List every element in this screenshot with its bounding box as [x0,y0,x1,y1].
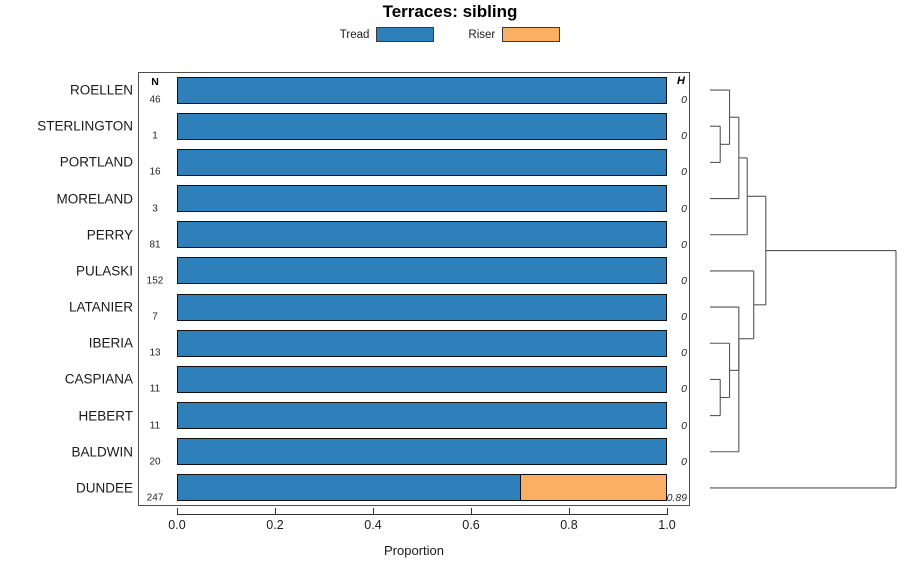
h-value: 0 [681,202,687,215]
n-value: 247 [146,492,164,504]
category-axis-labels: ROELLEN STERLINGTON PORTLAND MORELAND PERRY P… [0,72,133,506]
n-column: N 46 1 16 3 81 152 7 13 11 11 20 247 [141,72,169,506]
h-value: 0 [681,311,687,324]
n-value: 152 [146,275,164,287]
x-axis-tick [177,508,179,515]
x-axis-tick-label: 0.2 [266,518,284,532]
x-axis-tick [569,508,571,515]
n-value: 1 [152,130,158,142]
category-label: CASPIANA [64,371,133,387]
x-axis-tick [373,508,375,515]
legend-label-riser: Riser [468,28,496,41]
x-axis-title: Proportion [384,543,444,558]
n-column-header: N [151,76,159,88]
category-label: LATANIER [68,299,133,315]
x-axis-tick-label: 1.0 [658,518,676,532]
category-label: PORTLAND [59,154,133,170]
category-label: DUNDEE [75,480,133,496]
h-value: 0 [681,238,687,251]
category-label: MORELAND [56,191,133,207]
legend-label-tread: Tread [339,28,370,41]
n-value: 13 [149,347,161,359]
x-axis-line [177,514,667,516]
category-label: STERLINGTON [37,118,133,134]
x-axis-tick-label: 0.8 [560,518,578,532]
legend-swatch-riser [502,27,561,42]
h-column: H 0 0 0 0 0 0 0 0 0 0 0 0.89 [660,72,690,506]
h-value: 0 [681,347,687,360]
x-axis-tick-label: 0.6 [462,518,480,532]
plot-panel [138,72,690,506]
legend-item-riser[interactable]: Riser [468,27,561,42]
h-value: 0.89 [666,491,687,504]
n-value: 16 [149,166,161,178]
legend-swatch-tread [376,27,435,42]
legend-item-tread[interactable]: Tread [340,27,435,42]
h-value: 0 [681,383,687,396]
x-axis-tick-label: 0.4 [364,518,382,532]
h-value: 0 [681,130,687,143]
n-value: 81 [149,239,161,251]
n-value: 7 [152,311,158,323]
chart-title: Terraces: sibling [382,2,518,21]
dendrogram [710,89,897,489]
x-axis-tick [667,508,669,515]
h-value: 0 [681,455,687,468]
category-label: BALDWIN [71,444,133,460]
n-value: 20 [149,456,161,468]
h-value: 0 [681,274,687,287]
n-value: 3 [152,203,158,215]
category-label: PERRY [86,227,133,243]
h-value: 0 [681,419,687,432]
category-label: PULASKI [75,263,133,279]
x-axis: 0.0 0.2 0.4 0.6 0.8 1.0 [138,506,690,532]
category-label: IBERIA [88,335,133,351]
legend: Tread Riser [0,27,900,42]
n-value: 11 [149,420,161,432]
category-label: ROELLEN [69,82,133,98]
category-label: HEBERT [78,408,133,424]
h-value: 0 [681,94,687,107]
x-axis-tick-label: 0.0 [168,518,186,532]
n-value: 46 [149,94,161,106]
n-value: 11 [149,383,161,395]
h-column-header: H [677,75,685,87]
h-value: 0 [681,166,687,179]
x-axis-tick [275,508,277,515]
x-axis-tick [471,508,473,515]
